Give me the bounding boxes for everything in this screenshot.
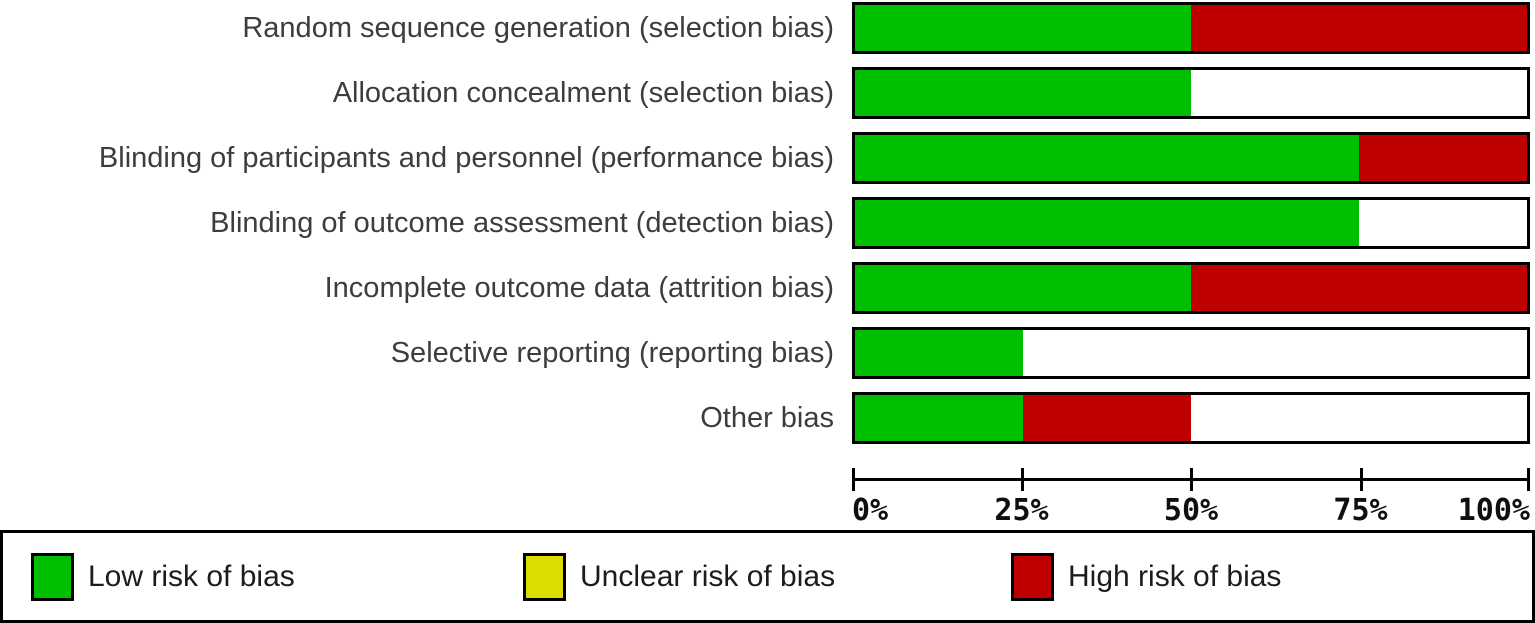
axis-tick bbox=[1190, 468, 1193, 491]
legend-swatch-unclear-risk-of-bias bbox=[523, 552, 566, 601]
axis-tick bbox=[1359, 468, 1363, 491]
category-label: Other bias bbox=[700, 402, 834, 434]
chart-row: Allocation concealment (selection bias) bbox=[0, 67, 1535, 119]
axis-tick bbox=[852, 468, 855, 491]
chart-row: Random sequence generation (selection bi… bbox=[0, 2, 1535, 54]
axis-tick-label: 0% bbox=[852, 493, 889, 528]
bar-segment-low-risk-of-bias bbox=[855, 265, 1191, 311]
bar-segment-low-risk-of-bias bbox=[855, 5, 1191, 51]
legend-label: Unclear risk of bias bbox=[580, 559, 836, 593]
axis-tick bbox=[1527, 468, 1530, 491]
chart-row: Other bias bbox=[0, 392, 1535, 444]
category-label: Incomplete outcome data (attrition bias) bbox=[324, 272, 834, 304]
axis-tick-label: 50% bbox=[1163, 493, 1219, 528]
chart-row: Incomplete outcome data (attrition bias) bbox=[0, 262, 1535, 314]
category-label: Blinding of participants and personnel (… bbox=[98, 142, 834, 174]
bar-segment-low-risk-of-bias bbox=[855, 330, 1023, 376]
bar-segment-high-risk-of-bias bbox=[1023, 395, 1191, 441]
bar-track bbox=[852, 2, 1530, 54]
axis-tick-label: 100% bbox=[1457, 493, 1530, 528]
legend: Low risk of bias Unclear risk of bias High… bbox=[0, 530, 1535, 623]
bar-track bbox=[852, 327, 1530, 379]
chart-row: Blinding of outcome assessment (detectio… bbox=[0, 197, 1535, 249]
legend-label: Low risk of bias bbox=[88, 559, 295, 593]
bar-track bbox=[852, 262, 1530, 314]
bar-segment-high-risk-of-bias bbox=[1359, 135, 1527, 181]
category-label: Blinding of outcome assessment (detectio… bbox=[210, 207, 834, 239]
bar-segment-low-risk-of-bias bbox=[855, 395, 1023, 441]
category-label: Selective reporting (reporting bias) bbox=[390, 337, 834, 369]
category-label: Allocation concealment (selection bias) bbox=[332, 77, 834, 109]
category-label: Random sequence generation (selection bi… bbox=[242, 12, 834, 44]
bar-segment-low-risk-of-bias bbox=[855, 200, 1359, 246]
legend-swatch-low-risk-of-bias bbox=[31, 552, 74, 601]
bar-track bbox=[852, 392, 1530, 444]
legend-swatch-high-risk-of-bias bbox=[1011, 552, 1054, 601]
bar-track bbox=[852, 132, 1530, 184]
axis-tick-label: 75% bbox=[1333, 493, 1388, 528]
legend-item-low-risk-of-bias: Low risk of bias bbox=[31, 533, 295, 620]
x-axis: 0% 25% 50% 75% 100% bbox=[852, 468, 1530, 528]
bar-segment-low-risk-of-bias bbox=[855, 70, 1191, 116]
legend-label: High risk of bias bbox=[1068, 559, 1282, 593]
bar-track bbox=[852, 67, 1530, 119]
chart-row: Selective reporting (reporting bias) bbox=[0, 327, 1535, 379]
chart-row: Blinding of participants and personnel (… bbox=[0, 132, 1535, 184]
bar-segment-high-risk-of-bias bbox=[1191, 5, 1527, 51]
axis-tick-label: 25% bbox=[994, 493, 1049, 528]
legend-item-unclear-risk-of-bias: Unclear risk of bias bbox=[523, 533, 835, 620]
bar-segment-high-risk-of-bias bbox=[1191, 265, 1527, 311]
axis-tick bbox=[1020, 468, 1024, 491]
bar-segment-low-risk-of-bias bbox=[855, 135, 1359, 181]
legend-item-high-risk-of-bias: High risk of bias bbox=[1011, 533, 1281, 620]
bar-track bbox=[852, 197, 1530, 249]
